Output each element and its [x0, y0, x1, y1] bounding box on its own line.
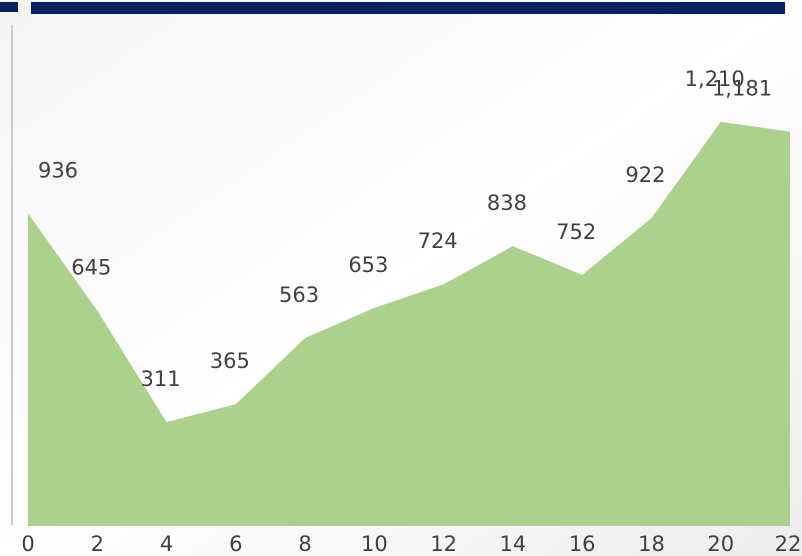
x-tick-label: 22: [775, 532, 802, 556]
area: [28, 121, 790, 527]
data-label: 752: [556, 220, 596, 244]
x-tick-label: 2: [91, 532, 104, 556]
x-tick-label: 8: [298, 532, 311, 556]
data-label: 645: [71, 256, 111, 280]
data-label: 311: [140, 367, 180, 391]
x-tick-label: 16: [569, 532, 596, 556]
data-label: 563: [279, 283, 319, 307]
x-tick-label: 10: [361, 532, 388, 556]
data-label: 724: [418, 229, 458, 253]
data-label: 365: [210, 349, 250, 373]
data-label: 1,210: [685, 67, 745, 91]
data-label: 653: [348, 253, 388, 277]
x-tick-label: 4: [160, 532, 173, 556]
x-tick-label: 20: [707, 532, 734, 556]
x-tick-label: 18: [638, 532, 665, 556]
header-bar-left: [0, 2, 18, 12]
data-label: 936: [38, 158, 78, 182]
data-label: 838: [487, 191, 527, 215]
x-tick-label: 0: [21, 532, 34, 556]
data-label: 1,181: [712, 77, 772, 101]
header-bar: [31, 2, 785, 14]
x-tick-label: 6: [229, 532, 242, 556]
x-tick-label: 14: [500, 532, 527, 556]
data-label: 922: [625, 163, 665, 187]
x-tick-label: 12: [430, 532, 457, 556]
